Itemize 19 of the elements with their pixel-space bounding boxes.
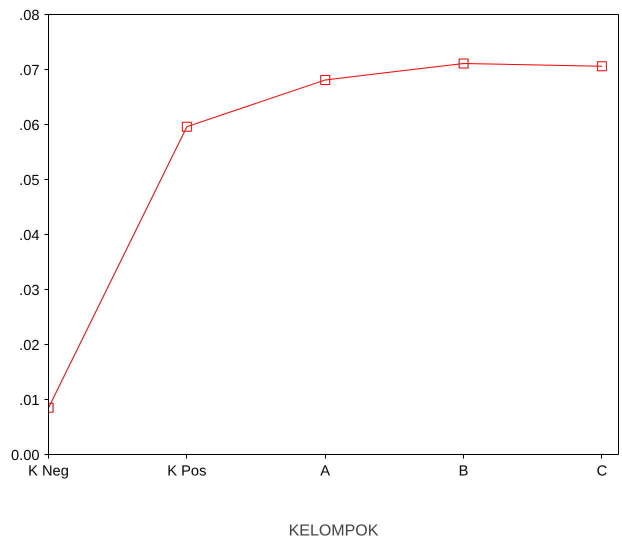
x-tick-label: A [320,464,330,480]
y-tick-label: .06 [19,118,40,134]
x-tick-label: K Pos [167,464,206,480]
y-tick-label: 0.00 [10,448,40,464]
y-tick-label: .03 [19,283,40,299]
point [596,61,607,72]
x-tick-label: B [458,464,468,480]
y-tick-label: .08 [19,8,40,24]
y-tick-label: .04 [19,228,40,244]
y-tick-label: .05 [19,173,40,189]
point [458,58,469,68]
x-tick-label: C [596,464,608,480]
x-axis-title: KELOMPOK [288,522,379,540]
y-tick-label: .07 [19,63,40,79]
y-tick-label: .01 [19,393,40,409]
point [182,122,192,132]
x-tick-label: K Neg [28,464,69,480]
point [320,74,330,85]
y-tick-label: .02 [19,338,40,354]
